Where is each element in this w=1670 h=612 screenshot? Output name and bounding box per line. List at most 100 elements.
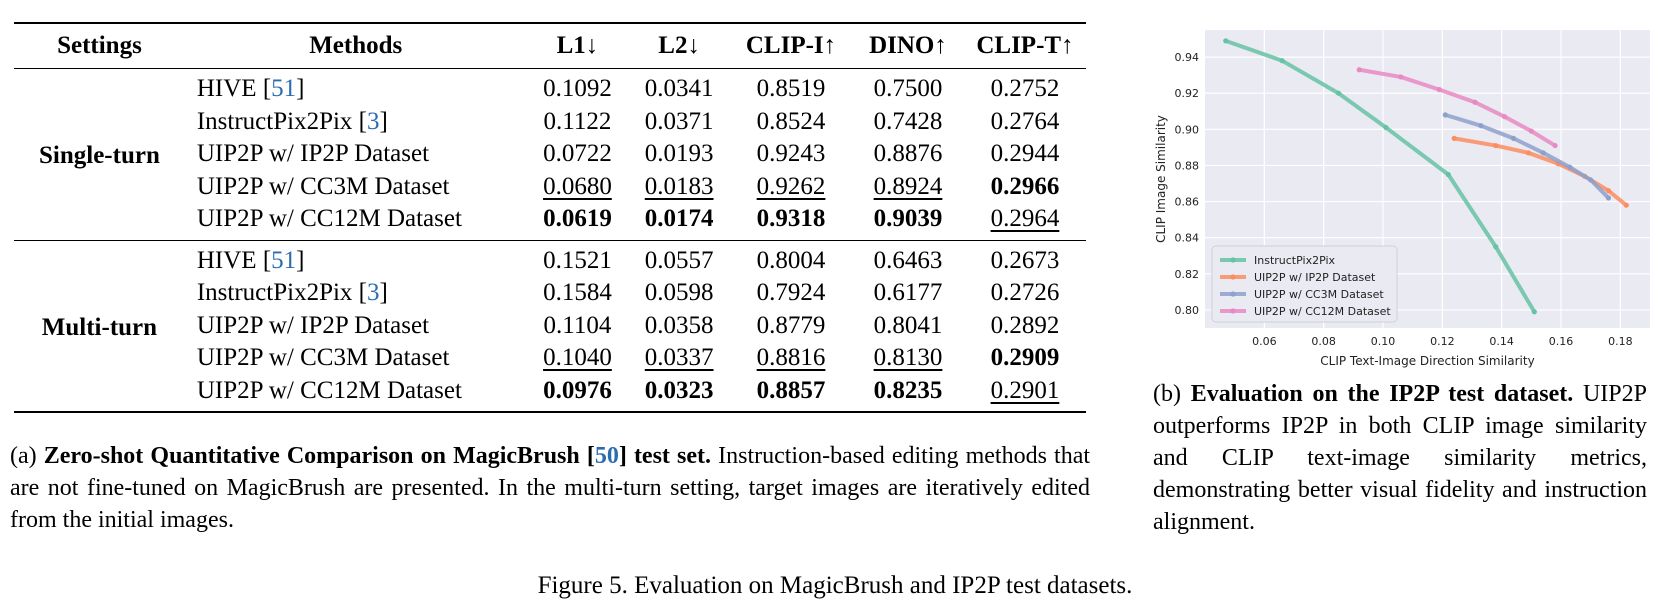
citation-bracket: ] [296,75,305,103]
metric-cell: 0.8519 [730,69,852,106]
data-point [1356,67,1362,73]
metric-value: 0.2752 [990,75,1060,103]
method-cell: HIVE [51] [185,240,527,277]
metric-value: 0.0341 [644,75,714,103]
y-tick-label: 0.84 [1175,232,1200,245]
table-row: UIP2P w/ IP2P Dataset 0.0722 0.0193 0.9243 0… [14,138,1086,171]
data-point [1567,164,1573,170]
data-point [1472,99,1478,105]
metric-value: 0.2901 [990,376,1060,404]
x-tick-label: 0.16 [1549,335,1574,348]
method-name: UIP2P w/ CC12M Dataset [196,205,462,233]
metric-value: 0.1521 [543,246,612,274]
method-cell: HIVE [51] [185,69,527,106]
metric-cell: 0.1104 [527,310,629,343]
caption-b-title: Evaluation on the IP2P test dataset. [1190,381,1574,407]
caption-a-ref[interactable]: 50 [594,443,619,469]
data-point [1398,74,1404,80]
data-point [1588,177,1594,183]
data-point [1223,38,1229,44]
metric-cell: 0.0976 [527,375,629,413]
legend-marker [1230,291,1236,297]
single-turn-block: Single-turn HIVE [51] 0.1092 0.0341 0.8519 0.… [14,69,1086,241]
metric-value: 0.8041 [873,311,943,339]
citation-bracket: ] [379,107,388,135]
method-cell: UIP2P w/ CC3M Dataset [185,342,527,375]
metric-cell: 0.2966 [964,171,1086,204]
metric-cell: 0.0183 [628,171,730,204]
y-axis-label: CLIP Image Similarity [1154,115,1168,243]
metric-cell: 0.7500 [852,69,964,106]
metric-cell: 0.0680 [527,171,629,204]
data-point [1493,142,1499,149]
metric-value: 0.2966 [990,172,1060,200]
setting-label: Multi-turn [41,313,158,341]
metric-value: 0.8235 [873,376,943,404]
metric-cell: 0.0722 [527,138,629,171]
metric-cell: 0.9039 [852,203,964,240]
metric-value: 0.0371 [644,107,714,135]
metric-cell: 0.9318 [730,203,852,240]
metric-value: 0.8519 [756,75,826,103]
metric-cell: 0.8876 [852,138,964,171]
metric-cell: 0.9262 [730,171,852,204]
y-tick-label: 0.80 [1175,304,1200,317]
table-row: UIP2P w/ IP2P Dataset 0.1104 0.0358 0.8779 0… [14,310,1086,343]
metric-cell: 0.6463 [852,240,964,277]
citation-link[interactable]: 3 [367,279,380,307]
metric-cell: 0.2909 [964,342,1086,375]
method-name: HIVE [ [196,246,272,274]
header-l2: L2↓ [658,32,700,59]
citation-link[interactable]: 51 [271,246,297,274]
method-name: UIP2P w/ IP2P Dataset [196,311,430,339]
metric-value: 0.0174 [644,205,714,233]
metric-cell: 0.1521 [527,240,629,277]
method-name: UIP2P w/ IP2P Dataset [196,140,430,168]
metric-cell: 0.0174 [628,203,730,240]
x-tick-label: 0.12 [1430,335,1455,348]
header-l1: L1↓ [556,32,599,59]
method-cell: UIP2P w/ IP2P Dataset [185,138,527,171]
metric-cell: 0.0193 [628,138,730,171]
metric-value: 0.1092 [543,75,612,103]
method-cell: UIP2P w/ IP2P Dataset [185,310,527,343]
metric-value: 0.1040 [543,344,612,372]
metric-cell: 0.0341 [628,69,730,106]
method-name: UIP2P w/ CC3M Dataset [196,172,450,200]
legend-label: UIP2P w/ IP2P Dataset [1254,271,1376,284]
method-cell: UIP2P w/ CC3M Dataset [185,171,527,204]
method-name: InstructPix2Pix [ [196,107,368,135]
citation-link[interactable]: 3 [367,107,380,135]
method-name: HIVE [ [196,75,272,103]
metric-value: 0.8924 [873,172,943,200]
chart-legend [1211,245,1398,323]
metric-value: 0.9318 [756,205,826,233]
metric-cell: 0.8924 [852,171,964,204]
metric-value: 0.8004 [756,246,826,274]
metric-cell: 0.9243 [730,138,852,171]
y-tick-label: 0.92 [1175,87,1200,100]
legend-label: InstructPix2Pix [1254,254,1336,267]
metric-cell: 0.2726 [964,277,1086,310]
table-caption: (a) Zero-shot Quantitative Comparison on… [10,440,1090,536]
table-row: UIP2P w/ CC3M Dataset 0.0680 0.0183 0.9262 0… [14,171,1086,204]
metric-value: 0.0193 [644,140,714,168]
metric-cell: 0.0337 [628,342,730,375]
metric-value: 0.2964 [990,205,1060,233]
metric-cell: 0.1040 [527,342,629,375]
legend-marker [1230,274,1236,280]
metric-cell: 0.2764 [964,106,1086,139]
metric-cell: 0.7428 [852,106,964,139]
legend-label: UIP2P w/ CC12M Dataset [1254,305,1391,318]
metric-value: 0.2909 [990,344,1060,372]
metric-cell: 0.2673 [964,240,1086,277]
setting-label: Single-turn [39,142,160,170]
metric-cell: 0.1092 [527,69,629,106]
citation-link[interactable]: 51 [271,75,297,103]
metric-cell: 0.8235 [852,375,964,413]
y-tick-label: 0.88 [1175,159,1200,172]
metric-value: 0.8857 [756,376,826,404]
caption-b-text: UIP2P outperforms IP2P in both CLIP imag… [1153,381,1647,535]
multi-turn-block: Multi-turn HIVE [51] 0.1521 0.0557 0.8004 0.6… [14,240,1086,412]
header-methods: Methods [309,32,403,59]
